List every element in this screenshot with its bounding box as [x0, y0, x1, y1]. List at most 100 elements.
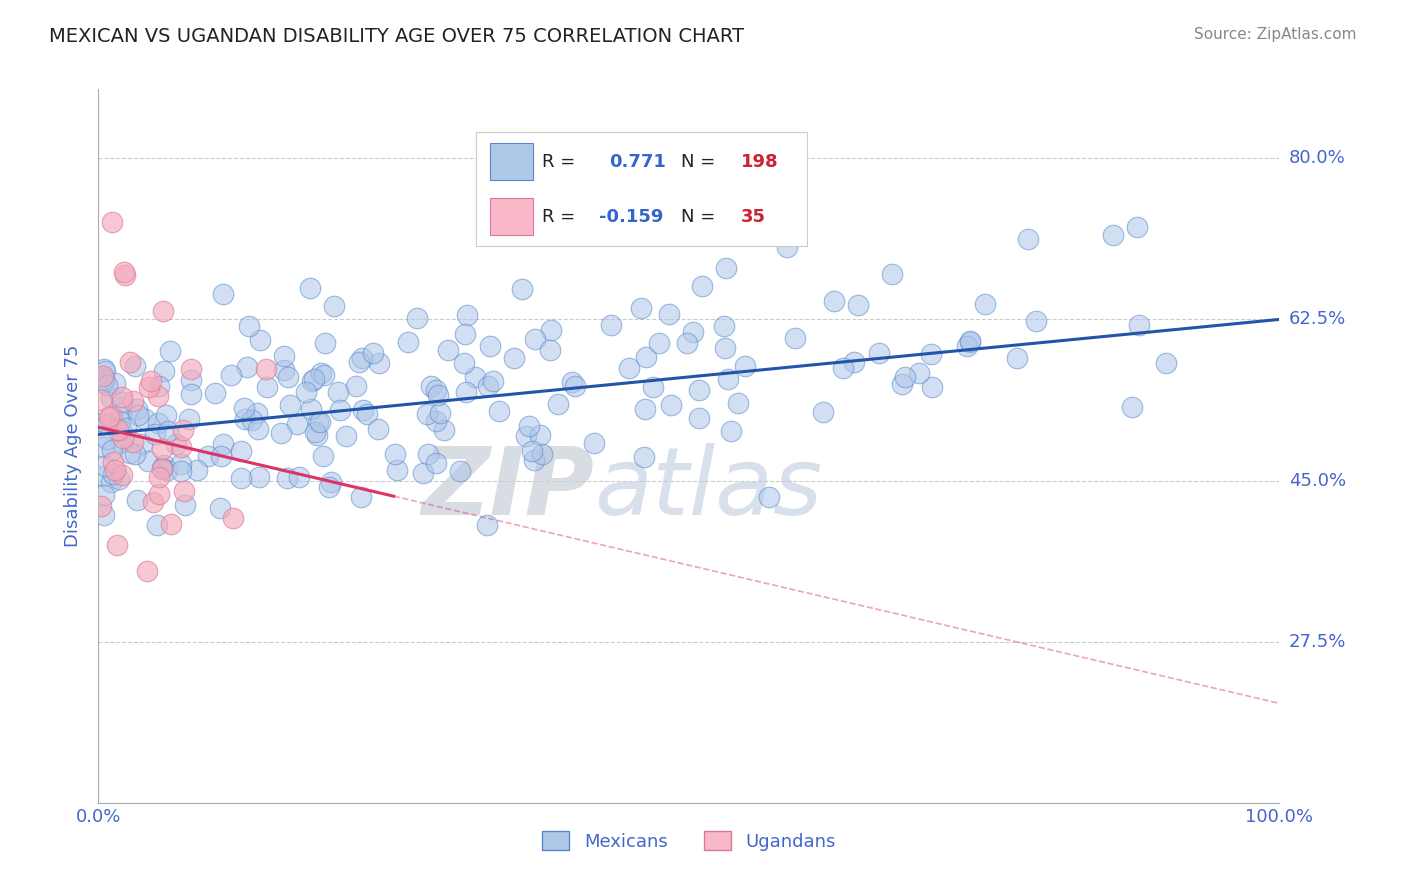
Point [150, 461, 173, 475]
Point [238, 318, 260, 333]
Point [418, 447, 440, 461]
Point [636, 350, 658, 364]
Point [100, 391, 122, 405]
Point [959, 335, 981, 350]
Point [453, 356, 475, 370]
Point [270, 425, 292, 440]
Point [278, 398, 301, 412]
Point [121, 435, 143, 450]
Point [846, 298, 869, 312]
Point [110, 424, 132, 438]
Point [124, 359, 146, 373]
Point [93, 375, 115, 389]
Text: R =: R = [543, 153, 575, 170]
Text: 80.0%: 80.0% [1289, 149, 1346, 168]
Point [412, 467, 434, 481]
Point [688, 383, 710, 397]
Point [318, 480, 340, 494]
Point [125, 492, 148, 507]
Point [425, 456, 447, 470]
Point [890, 376, 912, 391]
Text: N =: N = [682, 153, 716, 170]
Point [531, 447, 554, 461]
Point [1101, 227, 1123, 242]
Point [307, 427, 329, 442]
Point [112, 265, 135, 279]
Point [294, 384, 316, 399]
Point [538, 343, 561, 358]
Point [529, 428, 551, 442]
Point [110, 405, 132, 419]
Point [136, 454, 159, 468]
Point [811, 405, 834, 419]
Point [120, 446, 142, 460]
Point [273, 363, 295, 377]
Point [676, 336, 699, 351]
Text: 198: 198 [741, 153, 779, 170]
Point [101, 215, 124, 229]
Point [956, 339, 979, 353]
Point [96, 378, 118, 392]
Point [547, 397, 569, 411]
Point [174, 498, 197, 512]
Point [344, 378, 367, 392]
Point [157, 424, 180, 438]
Point [329, 403, 352, 417]
Point [426, 388, 449, 402]
Point [180, 386, 202, 401]
Point [582, 436, 605, 450]
Point [104, 463, 127, 477]
Point [634, 401, 657, 416]
Point [148, 416, 170, 430]
Point [229, 471, 252, 485]
Point [920, 347, 942, 361]
Point [159, 344, 181, 359]
Point [233, 412, 256, 426]
Point [907, 366, 929, 380]
Point [477, 517, 499, 532]
Point [783, 331, 806, 345]
Point [384, 447, 406, 461]
Point [1121, 400, 1143, 414]
Point [416, 407, 439, 421]
Point [93, 415, 115, 429]
Point [97, 410, 120, 425]
Point [148, 378, 170, 392]
Text: -0.159: -0.159 [599, 208, 664, 226]
Point [823, 294, 845, 309]
Point [1126, 220, 1149, 235]
Point [142, 495, 165, 509]
Point [477, 379, 499, 393]
Point [302, 372, 325, 386]
Point [229, 444, 252, 458]
Point [277, 370, 299, 384]
Text: 62.5%: 62.5% [1289, 310, 1346, 328]
Point [93, 440, 115, 454]
Point [503, 351, 526, 365]
Point [311, 366, 333, 380]
Point [285, 417, 308, 431]
Point [921, 380, 943, 394]
Point [93, 361, 115, 376]
Point [1017, 232, 1039, 246]
Point [104, 376, 127, 390]
Point [335, 429, 357, 443]
Point [356, 407, 378, 421]
Point [221, 511, 243, 525]
Point [110, 413, 132, 427]
Point [150, 460, 173, 475]
Point [276, 471, 298, 485]
Point [406, 311, 429, 326]
Point [114, 268, 136, 282]
Point [322, 299, 344, 313]
Point [143, 426, 166, 441]
Point [90, 393, 112, 408]
Point [131, 437, 153, 451]
Point [630, 301, 652, 316]
Point [352, 403, 374, 417]
Point [1154, 356, 1177, 370]
Point [831, 360, 853, 375]
Point [247, 470, 270, 484]
Point [110, 395, 132, 409]
Point [1128, 318, 1150, 333]
